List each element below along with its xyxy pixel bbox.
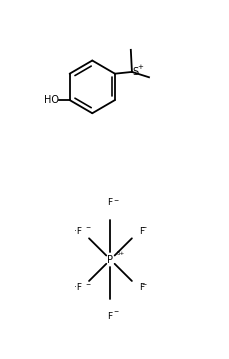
Text: −: − (141, 225, 146, 230)
Text: HO: HO (44, 95, 58, 105)
Text: −: − (113, 308, 118, 313)
Text: −: − (85, 281, 90, 286)
Text: S: S (132, 67, 138, 77)
Text: F: F (107, 198, 112, 207)
Text: +: + (136, 64, 142, 70)
Text: 5+: 5+ (116, 251, 125, 256)
Text: −: − (85, 225, 90, 230)
Text: P: P (107, 255, 113, 265)
Text: ·F: ·F (74, 283, 82, 292)
Text: F: F (107, 312, 112, 321)
Text: F: F (138, 227, 143, 236)
Text: ·F: ·F (74, 227, 82, 236)
Text: F: F (138, 283, 143, 292)
Text: −: − (113, 198, 118, 202)
Text: −: − (141, 281, 146, 286)
